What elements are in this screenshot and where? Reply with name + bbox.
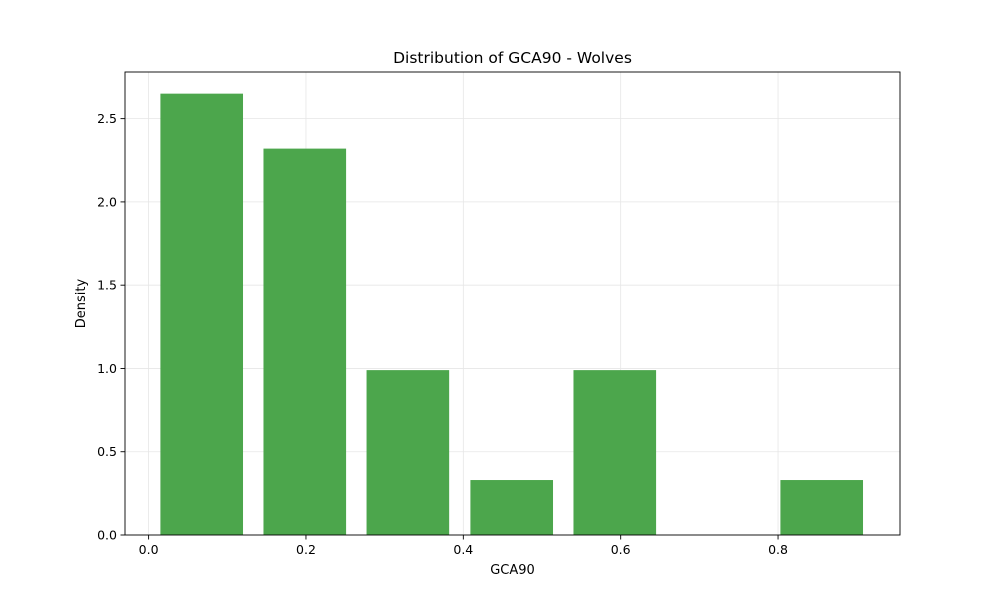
chart-title: Distribution of GCA90 - Wolves — [393, 49, 632, 67]
y-axis-ticks: 0.0 0.5 1.0 1.5 2.0 2.5 — [97, 111, 125, 543]
plot-frame — [124, 71, 901, 536]
x-axis-ticks: 0.0 0.2 0.4 0.6 0.8 — [139, 535, 788, 557]
x-tick-label-1: 0.2 — [296, 542, 316, 557]
y-tick-label-3: 1.5 — [97, 278, 117, 293]
y-tick-label-1: 0.5 — [97, 444, 117, 459]
histogram-bar-4 — [573, 370, 657, 535]
x-tick-label-2: 0.4 — [453, 542, 473, 557]
x-axis-label: GCA90 — [490, 563, 535, 578]
histogram-bars — [160, 93, 864, 536]
histogram-bar-1 — [263, 148, 347, 535]
y-tick-label-2: 1.0 — [97, 361, 117, 376]
x-tick-label-3: 0.6 — [611, 542, 631, 557]
y-tick-label-0: 0.0 — [97, 528, 117, 543]
y-tick-label-5: 2.5 — [97, 111, 117, 126]
x-tick-label-4: 0.8 — [768, 542, 788, 557]
histogram-bar-3 — [470, 480, 554, 535]
histogram-bar-6 — [780, 480, 864, 535]
histogram-bar-0 — [160, 93, 244, 536]
histogram-bar-2 — [366, 370, 450, 535]
y-axis-label: Density — [74, 278, 89, 328]
y-tick-label-4: 2.0 — [97, 194, 117, 209]
x-tick-label-0: 0.0 — [139, 542, 159, 557]
